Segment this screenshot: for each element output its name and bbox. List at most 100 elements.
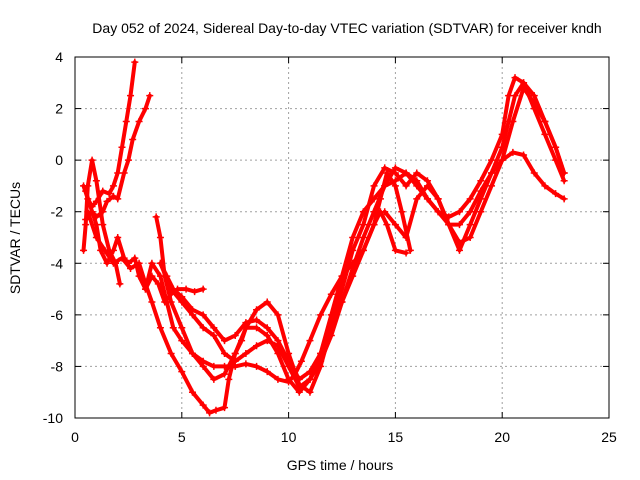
data-point-marker bbox=[210, 375, 218, 383]
data-point-marker bbox=[466, 234, 474, 241]
data-point-marker bbox=[206, 409, 214, 417]
data-point-marker bbox=[327, 311, 335, 319]
data-point-marker bbox=[99, 221, 107, 229]
data-point-marker bbox=[178, 368, 186, 376]
data-point-marker bbox=[199, 285, 207, 293]
data-point-marker bbox=[423, 195, 431, 203]
data-point-marker bbox=[434, 208, 442, 216]
data-point-marker bbox=[174, 285, 182, 293]
data-point-marker bbox=[169, 324, 177, 332]
data-point-marker bbox=[530, 92, 538, 100]
data-point-marker bbox=[210, 324, 218, 332]
data-point-marker bbox=[477, 208, 485, 216]
data-point-marker bbox=[511, 74, 519, 82]
data-point-marker bbox=[391, 221, 399, 229]
data-point-marker bbox=[114, 195, 122, 203]
data-point-marker bbox=[413, 169, 421, 177]
data-point-marker bbox=[541, 182, 549, 190]
data-point-marker bbox=[295, 383, 303, 391]
data-point-marker bbox=[161, 298, 169, 306]
data-point-marker bbox=[359, 221, 367, 229]
data-point-marker bbox=[391, 246, 399, 254]
data-point-marker bbox=[306, 388, 314, 396]
data-point-marker bbox=[381, 164, 389, 172]
data-point-marker bbox=[530, 169, 538, 177]
plot-frame bbox=[74, 56, 610, 419]
data-point-marker bbox=[199, 362, 207, 370]
data-point-marker bbox=[122, 117, 130, 125]
data-point-marker bbox=[466, 195, 474, 203]
data-point-marker bbox=[359, 234, 367, 241]
data-point-marker bbox=[359, 208, 367, 216]
data-point-marker bbox=[381, 182, 389, 190]
data-point-marker bbox=[498, 130, 506, 138]
data-point-marker bbox=[263, 337, 271, 345]
x-tick-label: 25 bbox=[601, 429, 617, 445]
data-point-marker bbox=[306, 337, 314, 345]
data-point-marker bbox=[152, 213, 160, 221]
data-point-marker bbox=[274, 375, 282, 383]
data-point-marker bbox=[455, 221, 463, 229]
x-axis-label: GPS time / hours bbox=[287, 457, 394, 473]
data-point-marker bbox=[129, 136, 137, 144]
y-tick-label: -4 bbox=[51, 255, 64, 271]
data-point-marker bbox=[80, 246, 88, 254]
data-point-marker bbox=[552, 190, 560, 198]
data-point-marker bbox=[370, 182, 378, 190]
x-tick-label: 0 bbox=[71, 429, 79, 445]
data-point-marker bbox=[381, 208, 389, 216]
series-line-sat-f bbox=[154, 150, 567, 395]
data-point-marker bbox=[349, 264, 357, 272]
data-point-marker bbox=[552, 143, 560, 151]
data-point-marker bbox=[188, 388, 196, 396]
data-point-marker bbox=[210, 362, 218, 370]
data-point-marker bbox=[413, 195, 421, 203]
data-point-marker bbox=[221, 337, 229, 345]
data-point-marker bbox=[505, 92, 513, 100]
data-point-marker bbox=[541, 117, 549, 125]
data-point-marker bbox=[455, 246, 463, 254]
series-line-sat-e bbox=[85, 171, 413, 415]
data-point-marker bbox=[477, 187, 485, 195]
data-point-marker bbox=[253, 316, 261, 324]
data-point-marker bbox=[520, 84, 528, 92]
grid-lines bbox=[75, 57, 609, 418]
data-point-marker bbox=[199, 401, 207, 409]
data-point-marker bbox=[488, 182, 496, 190]
data-point-marker bbox=[560, 169, 568, 177]
data-point-marker bbox=[225, 375, 233, 383]
data-point-marker bbox=[148, 298, 156, 306]
data-point-marker bbox=[383, 221, 391, 229]
data-point-marker bbox=[146, 92, 154, 100]
data-point-marker bbox=[402, 234, 410, 241]
data-series bbox=[80, 58, 568, 417]
x-tick-label: 20 bbox=[494, 429, 510, 445]
data-point-marker bbox=[253, 324, 261, 332]
data-point-marker bbox=[370, 195, 378, 203]
data-point-marker bbox=[178, 337, 186, 345]
data-point-marker bbox=[221, 350, 229, 358]
data-point-marker bbox=[455, 208, 463, 216]
x-tick-label: 5 bbox=[178, 429, 186, 445]
data-point-marker bbox=[109, 192, 117, 200]
data-point-marker bbox=[109, 246, 117, 254]
data-point-marker bbox=[263, 368, 271, 376]
data-point-marker bbox=[116, 280, 124, 288]
data-point-marker bbox=[406, 246, 414, 254]
data-point-marker bbox=[242, 360, 250, 368]
data-point-marker bbox=[488, 156, 496, 164]
data-point-marker bbox=[498, 156, 506, 164]
data-point-marker bbox=[253, 362, 261, 370]
series-line-sat-a bbox=[81, 60, 137, 209]
data-point-marker bbox=[466, 221, 474, 229]
data-point-marker bbox=[124, 156, 132, 164]
data-point-marker bbox=[317, 311, 325, 319]
y-tick-label: -6 bbox=[51, 307, 64, 323]
data-point-marker bbox=[188, 311, 196, 319]
y-tick-label: 2 bbox=[55, 101, 63, 117]
data-point-marker bbox=[488, 169, 496, 177]
data-point-marker bbox=[413, 177, 421, 185]
data-point-marker bbox=[423, 182, 431, 190]
data-point-marker bbox=[156, 324, 164, 332]
